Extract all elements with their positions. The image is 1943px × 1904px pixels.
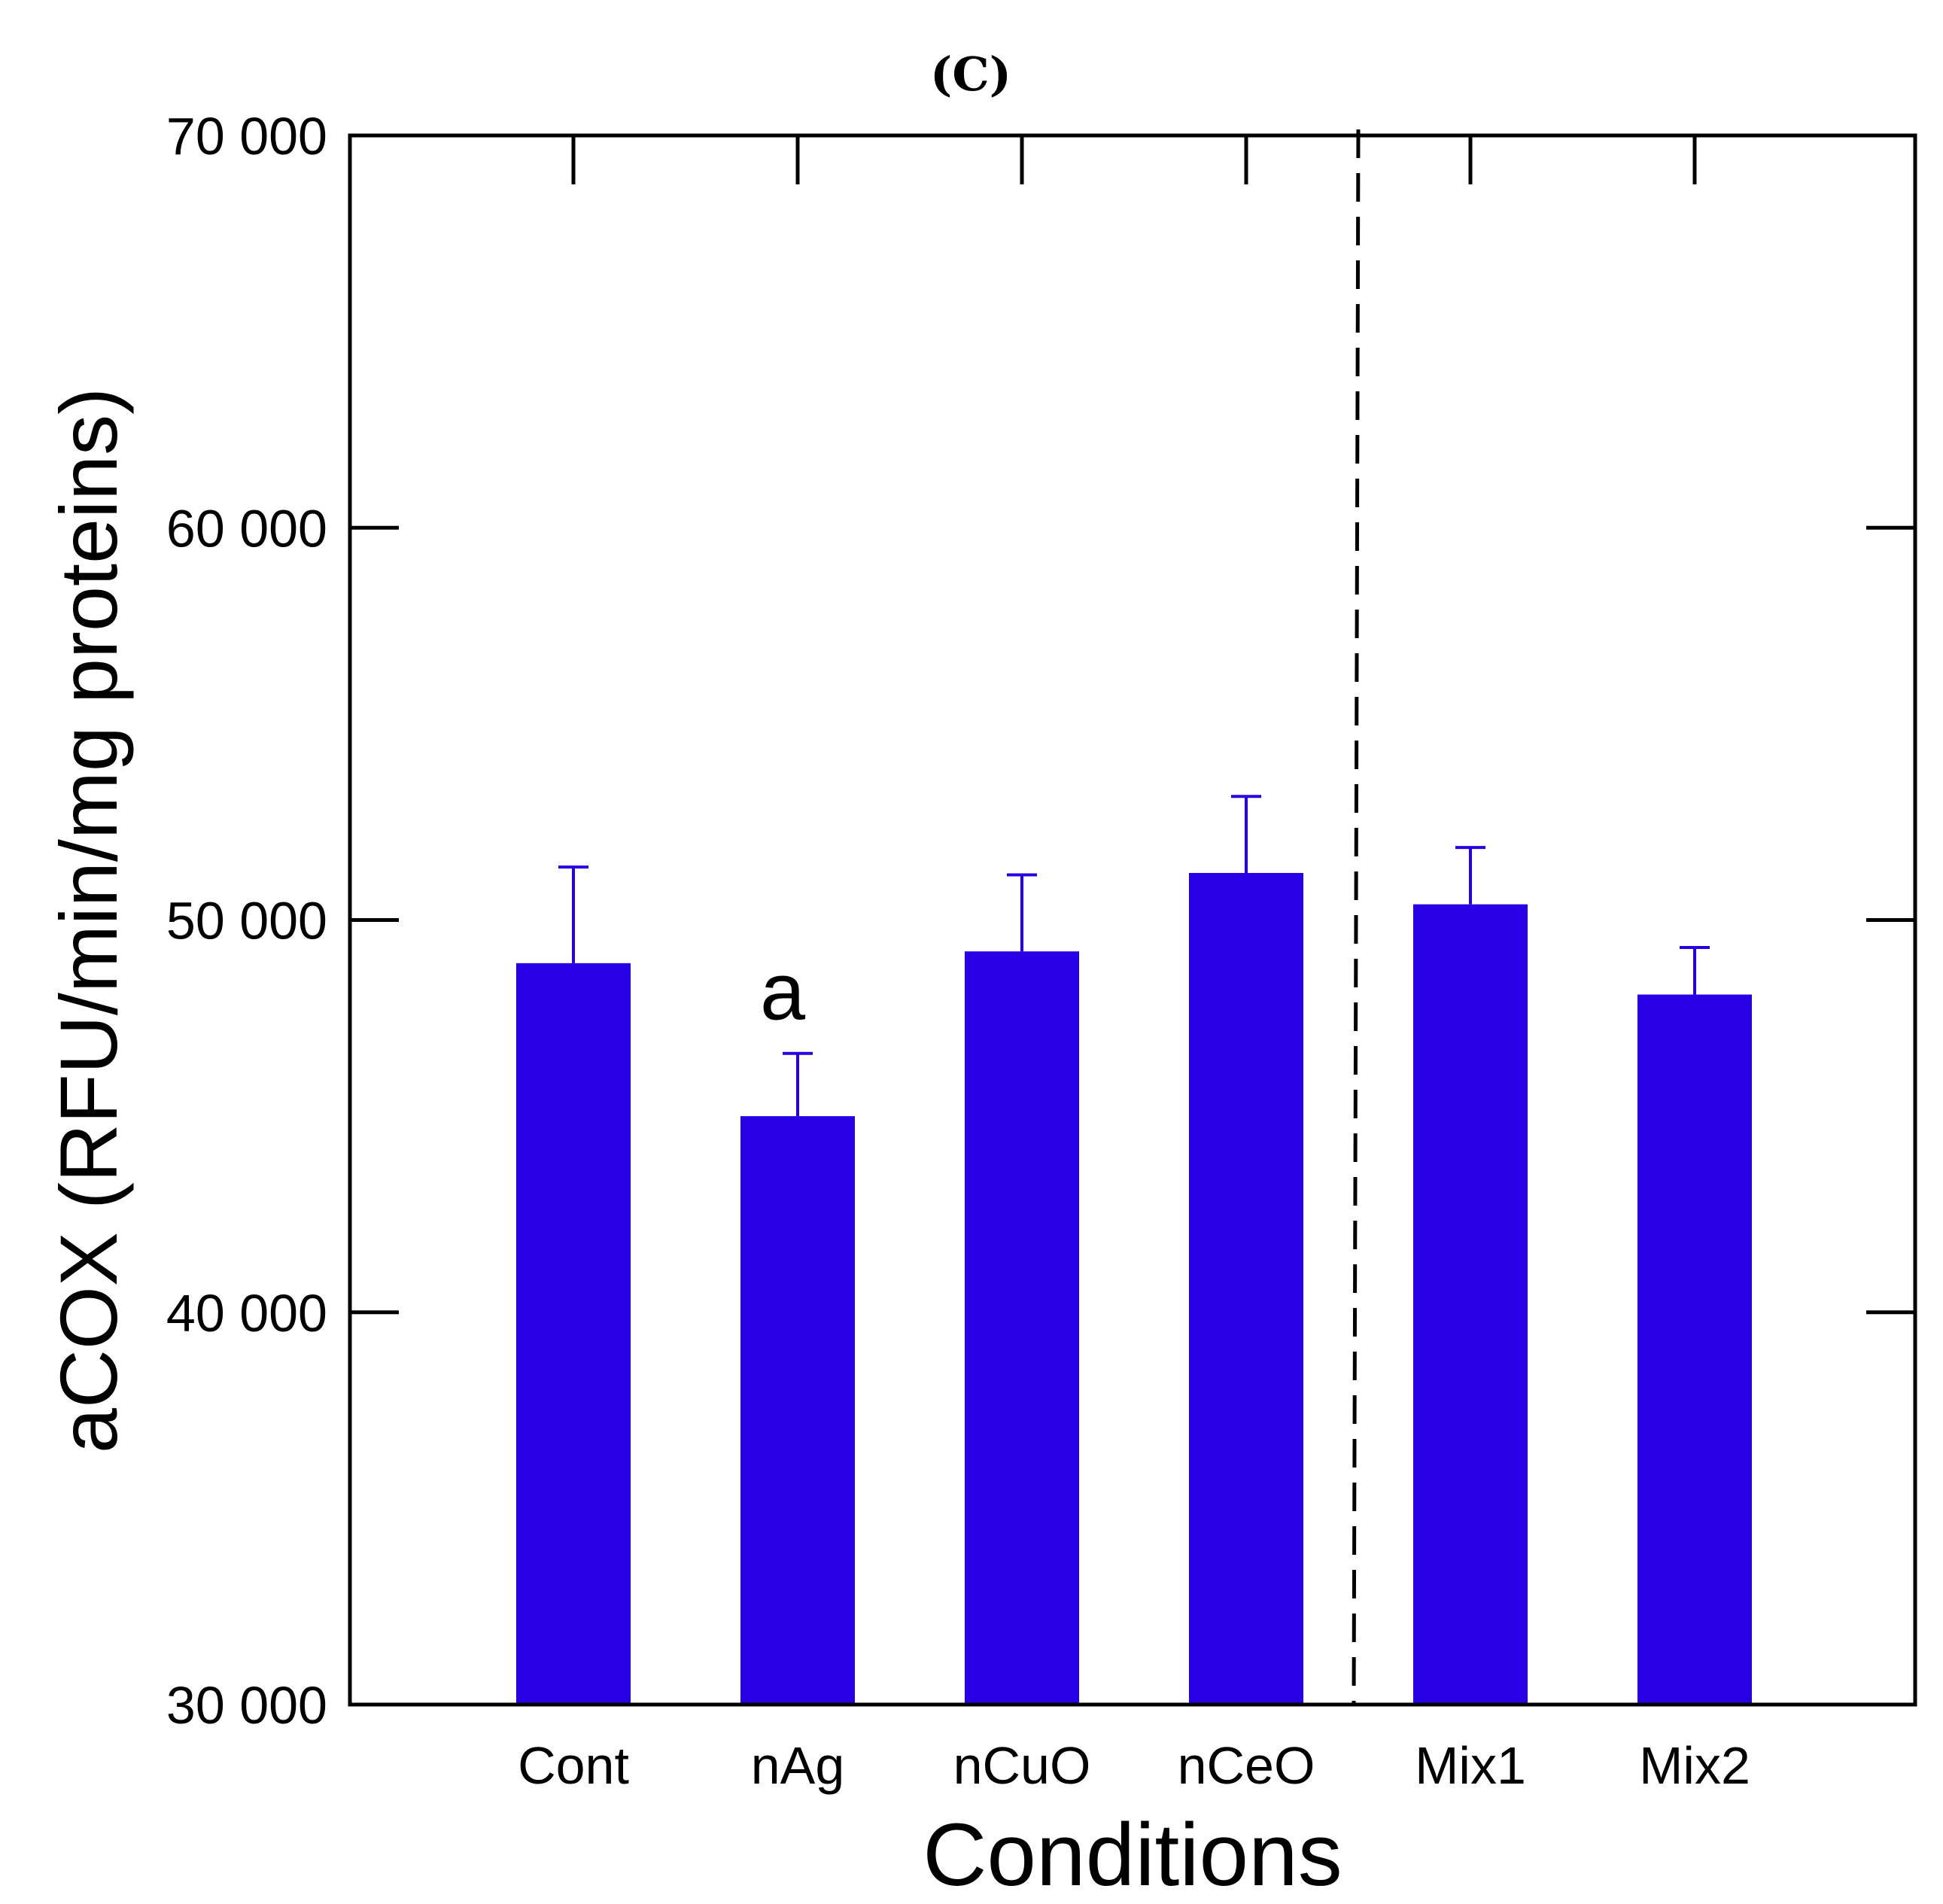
x-tick-label-mix1: Mix1	[1415, 1736, 1526, 1795]
plot-frame	[348, 133, 1917, 1707]
x-tick-label-cont: Cont	[518, 1736, 629, 1795]
x-tick-label-mix2: Mix2	[1639, 1736, 1750, 1795]
bar-ncuo	[965, 951, 1079, 1705]
y-tick-label-40000: 40 000	[166, 1284, 327, 1343]
error-bars-layer	[558, 795, 1710, 1117]
y-tick-label-60000: 60 000	[166, 499, 327, 558]
y-tick-label-30000: 30 000	[166, 1676, 327, 1735]
bars-layer	[516, 872, 1752, 1705]
y-axis-title: aCOX (RFU/min/mg proteins)	[43, 388, 134, 1453]
significance-label-nag: a	[760, 946, 806, 1037]
x-tick-label-ncuo: nCuO	[953, 1736, 1091, 1795]
x-tick-label-nceo: nCeO	[1178, 1736, 1315, 1795]
y-tick-label-70000: 70 000	[166, 107, 327, 166]
bar-nceo	[1189, 872, 1303, 1705]
ticks-layer	[350, 129, 1915, 1705]
labels-layer: Cont nAg nCuO nCeO Mix1 Mix2 30 000 40 000 50 00…	[166, 107, 1750, 1795]
x-tick-label-nag: nAg	[751, 1736, 845, 1795]
bar-mix1	[1413, 904, 1528, 1705]
y-tick-label-50000: 50 000	[166, 892, 327, 950]
x-axis-title: Conditions	[923, 1805, 1342, 1904]
bar-nag	[740, 1116, 855, 1705]
panel-label: (C)	[930, 47, 1011, 102]
bar-mix2	[1637, 994, 1752, 1705]
bar-cont	[516, 963, 631, 1705]
group-separator-line	[1352, 129, 1361, 1705]
